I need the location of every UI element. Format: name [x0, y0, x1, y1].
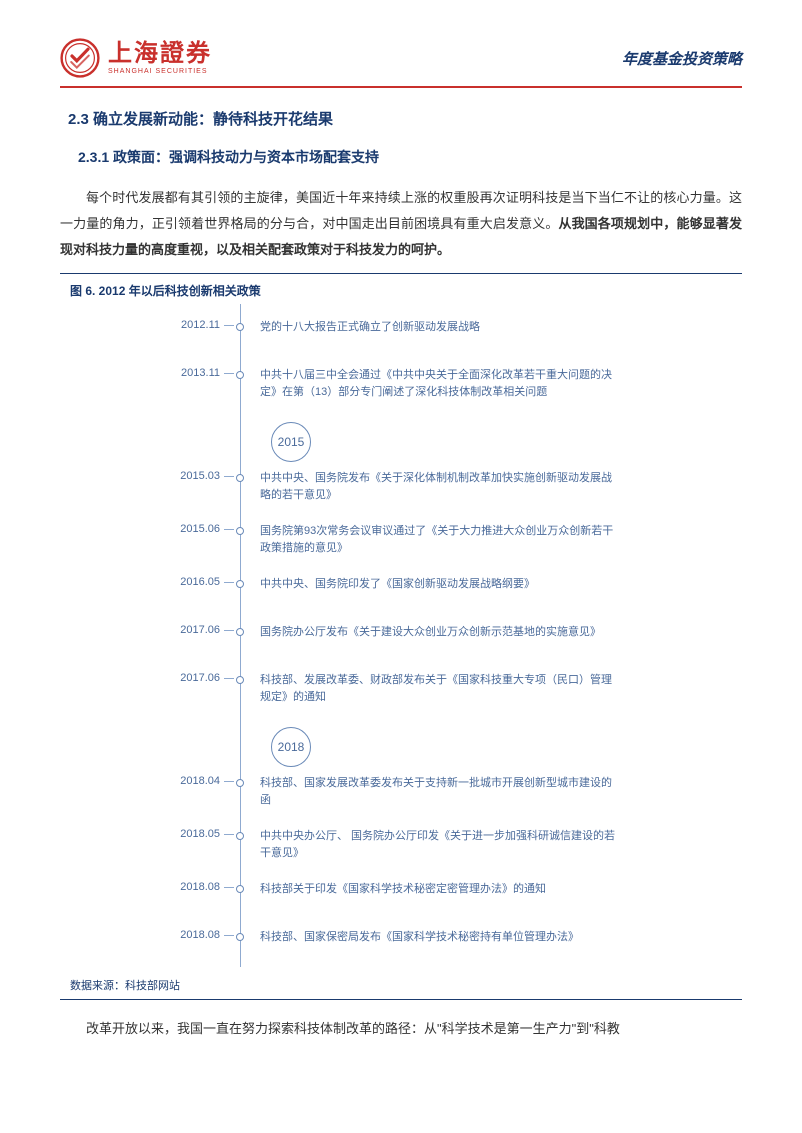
timeline-dot	[236, 779, 244, 787]
timeline-text: 国务院第93次常务会议审议通过了《关于大力推进大众创业万众创新若干政策措施的意见…	[240, 523, 620, 556]
timeline-text: 中共中央、国务院印发了《国家创新驱动发展战略纲要》	[240, 576, 620, 593]
timeline-tick	[224, 834, 234, 835]
logo-text-cn: 上海證券	[108, 42, 212, 66]
figure-6-box: 图 6. 2012 年以后科技创新相关政策 2012.11 党的十八大报告正式确…	[60, 273, 742, 1000]
timeline-tick	[224, 373, 234, 374]
logo-icon	[60, 38, 100, 78]
section-heading-level-3: 2.3.1 政策面：强调科技动力与资本市场配套支持	[78, 147, 742, 167]
timeline-year-marker: 2018	[271, 727, 311, 767]
timeline-tick	[224, 476, 234, 477]
timeline-item: 2012.11 党的十八大报告正式确立了创新驱动发展战略	[240, 319, 742, 347]
timeline-text: 国务院办公厅发布《关于建设大众创业万众创新示范基地的实施意见》	[240, 624, 620, 641]
timeline-date: 2018.05	[140, 828, 220, 840]
timeline-dot	[236, 527, 244, 535]
timeline-date: 2018.08	[140, 881, 220, 893]
timeline-date: 2016.05	[140, 576, 220, 588]
timeline-text: 科技部、国家发展改革委发布关于支持新一批城市开展创新型城市建设的函	[240, 775, 620, 808]
timeline-dot	[236, 474, 244, 482]
source-label: 数据来源：	[70, 980, 125, 992]
timeline-item: 2018.08 科技部、国家保密局发布《国家科学技术秘密持有单位管理办法》	[240, 929, 742, 957]
timeline-item: 2018.08 科技部关于印发《国家科学技术秘密定密管理办法》的通知	[240, 881, 742, 909]
body-paragraph-1: 每个时代发展都有其引领的主旋律，美国近十年来持续上涨的权重股再次证明科技是当下当…	[60, 185, 742, 263]
timeline-text: 中共中央办公厅、 国务院办公厅印发《关于进一步加强科研诚信建设的若干意见》	[240, 828, 620, 861]
section-heading-level-2: 2.3 确立发展新动能：静待科技开花结果	[68, 108, 742, 129]
timeline-date: 2015.03	[140, 470, 220, 482]
timeline-dot	[236, 580, 244, 588]
timeline-item: 2016.05 中共中央、国务院印发了《国家创新驱动发展战略纲要》	[240, 576, 742, 604]
timeline-tick	[224, 325, 234, 326]
timeline-item: 2017.06 科技部、发展改革委、财政部发布关于《国家科技重大专项（民口）管理…	[240, 672, 742, 705]
timeline-dot	[236, 933, 244, 941]
timeline-date: 2015.06	[140, 523, 220, 535]
source-value: 科技部网站	[125, 980, 180, 992]
timeline-date: 2018.04	[140, 775, 220, 787]
timeline-text: 科技部关于印发《国家科学技术秘密定密管理办法》的通知	[240, 881, 620, 898]
logo-container: 上海證券 SHANGHAI SECURITIES	[60, 38, 212, 78]
timeline-item: 2018.05 中共中央办公厅、 国务院办公厅印发《关于进一步加强科研诚信建设的…	[240, 828, 742, 861]
timeline-dot	[236, 628, 244, 636]
timeline-tick	[224, 678, 234, 679]
timeline-date: 2013.11	[140, 367, 220, 379]
page-header: 上海證券 SHANGHAI SECURITIES 年度基金投资策略	[60, 38, 742, 88]
logo-text-block: 上海證券 SHANGHAI SECURITIES	[108, 42, 212, 75]
timeline-text: 党的十八大报告正式确立了创新驱动发展战略	[240, 319, 620, 336]
timeline-item: 2013.11 中共十八届三中全会通过《中共中央关于全面深化改革若干重大问题的决…	[240, 367, 742, 400]
timeline-item: 2015.03 中共中央、国务院发布《关于深化体制机制改革加快实施创新驱动发展战…	[240, 470, 742, 503]
timeline-text: 科技部、国家保密局发布《国家科学技术秘密持有单位管理办法》	[240, 929, 620, 946]
logo-text-en: SHANGHAI SECURITIES	[108, 68, 212, 75]
timeline-spacer: 2018	[240, 725, 742, 775]
timeline-date: 2018.08	[140, 929, 220, 941]
timeline-text: 中共中央、国务院发布《关于深化体制机制改革加快实施创新驱动发展战略的若干意见》	[240, 470, 620, 503]
timeline-container: 2012.11 党的十八大报告正式确立了创新驱动发展战略 2013.11 中共十…	[190, 319, 742, 957]
timeline-dot	[236, 371, 244, 379]
timeline-dot	[236, 676, 244, 684]
timeline-date: 2017.06	[140, 624, 220, 636]
timeline-dot	[236, 885, 244, 893]
timeline-tick	[224, 630, 234, 631]
body-paragraph-2: 改革开放以来，我国一直在努力探索科技体制改革的路径：从"科学技术是第一生产力"到…	[60, 1016, 742, 1042]
figure-title: 图 6. 2012 年以后科技创新相关政策	[70, 282, 742, 299]
timeline-spacer: 2015	[240, 420, 742, 470]
timeline-date: 2017.06	[140, 672, 220, 684]
figure-source: 数据来源：科技部网站	[70, 977, 742, 993]
timeline-tick	[224, 781, 234, 782]
timeline-dot	[236, 323, 244, 331]
timeline-item: 2018.04 科技部、国家发展改革委发布关于支持新一批城市开展创新型城市建设的…	[240, 775, 742, 808]
timeline-item: 2017.06 国务院办公厅发布《关于建设大众创业万众创新示范基地的实施意见》	[240, 624, 742, 652]
header-doc-title: 年度基金投资策略	[622, 48, 742, 69]
para1-line1: 每个时代发展都有其引领的主旋律，美国近十年来持续上涨的权重股再次证明科技是当下当…	[86, 190, 650, 205]
timeline-tick	[224, 529, 234, 530]
timeline-year-marker: 2015	[271, 422, 311, 462]
timeline-text: 科技部、发展改革委、财政部发布关于《国家科技重大专项（民口）管理规定》的通知	[240, 672, 620, 705]
timeline-tick	[224, 582, 234, 583]
timeline-tick	[224, 887, 234, 888]
timeline-dot	[236, 832, 244, 840]
timeline-tick	[224, 935, 234, 936]
timeline-date: 2012.11	[140, 319, 220, 331]
timeline-text: 中共十八届三中全会通过《中共中央关于全面深化改革若干重大问题的决定》在第（13）…	[240, 367, 620, 400]
timeline-item: 2015.06 国务院第93次常务会议审议通过了《关于大力推进大众创业万众创新若…	[240, 523, 742, 556]
